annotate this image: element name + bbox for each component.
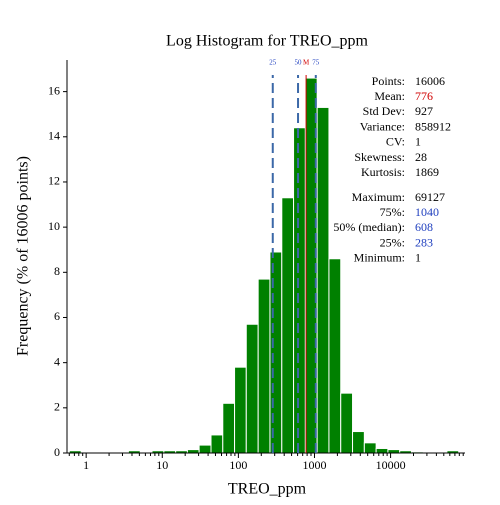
x-tick-label: 10 [156,458,168,472]
stat-value: 1 [415,251,421,265]
stat-value: 28 [415,150,427,164]
x-tick-label: 1 [83,458,89,472]
y-tick-label: 8 [54,264,60,278]
y-tick-label: 10 [48,219,60,233]
y-tick-label: 4 [54,354,60,368]
stat-label: 50% (median): [333,220,405,234]
x-tick-label: 10000 [376,458,406,472]
x-axis-label: TREO_ppm [228,481,307,498]
stat-label: Points: [372,74,405,88]
bar [340,392,354,454]
bar [375,447,389,454]
stat-label: 25%: [380,235,405,249]
bar [210,434,224,454]
bar [245,323,259,454]
stat-label: Std Dev: [363,104,405,118]
stat-value: 927 [415,104,433,118]
stat-value: 283 [415,235,433,249]
bar [293,127,306,454]
stat-label: Mean: [374,89,405,103]
bar [352,431,365,454]
bar [328,258,342,454]
stat-value: 776 [415,89,433,103]
stat-value: 858912 [415,119,451,133]
stat-label: Variance: [360,119,405,133]
x-tick-label: 1000 [302,458,326,472]
stat-value: 1 [415,135,421,149]
bar [387,449,401,454]
bar [186,449,200,454]
stat-value: 69127 [415,190,445,204]
y-tick-label: 6 [54,309,60,323]
marker-label: M [303,59,310,67]
bar [234,366,247,454]
stat-label: CV: [386,135,405,149]
bar [257,278,271,454]
marker-label: 50 [295,59,303,67]
bar [281,197,295,454]
bar [222,402,236,454]
bar [269,251,283,454]
marker-label: 25 [269,59,277,67]
y-axis-label: Frequency (% of 16006 points) [15,156,32,356]
bar [198,444,212,454]
stat-label: Maximum: [352,190,405,204]
y-tick-label: 2 [54,400,60,414]
stat-value: 16006 [415,74,445,88]
stat-value: 608 [415,220,433,234]
y-tick-label: 14 [48,129,60,143]
bar [363,442,377,454]
bar [316,106,330,454]
y-tick-label: 12 [48,174,60,188]
marker-label: 75 [312,59,320,67]
stat-value: 1040 [415,205,439,219]
x-tick-label: 100 [229,458,247,472]
y-tick-label: 16 [48,83,60,97]
stat-label: 75%: [380,205,405,219]
stat-label: Minimum: [354,251,405,265]
y-tick-label: 0 [54,445,60,459]
stat-label: Kurtosis: [361,165,405,179]
stat-value: 1869 [415,165,439,179]
chart-title: Log Histogram for TREO_ppm [166,33,368,50]
stat-label: Skewness: [354,150,405,164]
